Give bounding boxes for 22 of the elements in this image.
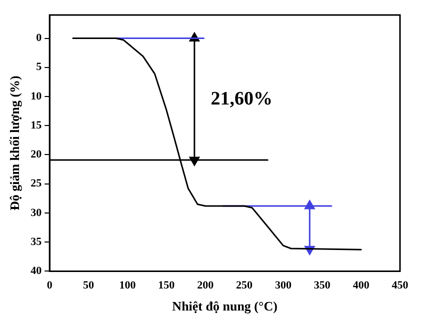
y-tick-label: 40 <box>30 265 42 278</box>
x-tick-label: 100 <box>119 280 136 292</box>
y-tick-label: 0 <box>36 32 42 44</box>
x-tick-label: 350 <box>314 280 331 292</box>
y-tick-label: 15 <box>30 119 42 132</box>
x-tick-label: 400 <box>352 280 370 292</box>
x-axis-title: Nhiệt độ nung (°C) <box>172 298 278 314</box>
y-tick-label: 30 <box>30 206 42 219</box>
x-tick-label: 200 <box>197 280 214 292</box>
y-tick-label: 35 <box>30 236 42 248</box>
y-tick-label: 25 <box>30 178 42 190</box>
y-tick-label: 10 <box>30 90 42 102</box>
y-tick-label: 5 <box>36 61 42 74</box>
x-tick-label: 0 <box>46 280 53 292</box>
x-tick-label: 250 <box>236 280 254 292</box>
annotation: 21,60% <box>210 88 273 110</box>
x-tick-label: 150 <box>158 280 176 292</box>
y-tick-label: 20 <box>30 148 42 161</box>
x-tick-label: 300 <box>274 280 292 292</box>
x-tick-label: 450 <box>392 280 409 292</box>
y-axis-title: Độ giảm khối lượng (%) <box>7 76 22 211</box>
x-tick-label: 50 <box>83 280 95 292</box>
